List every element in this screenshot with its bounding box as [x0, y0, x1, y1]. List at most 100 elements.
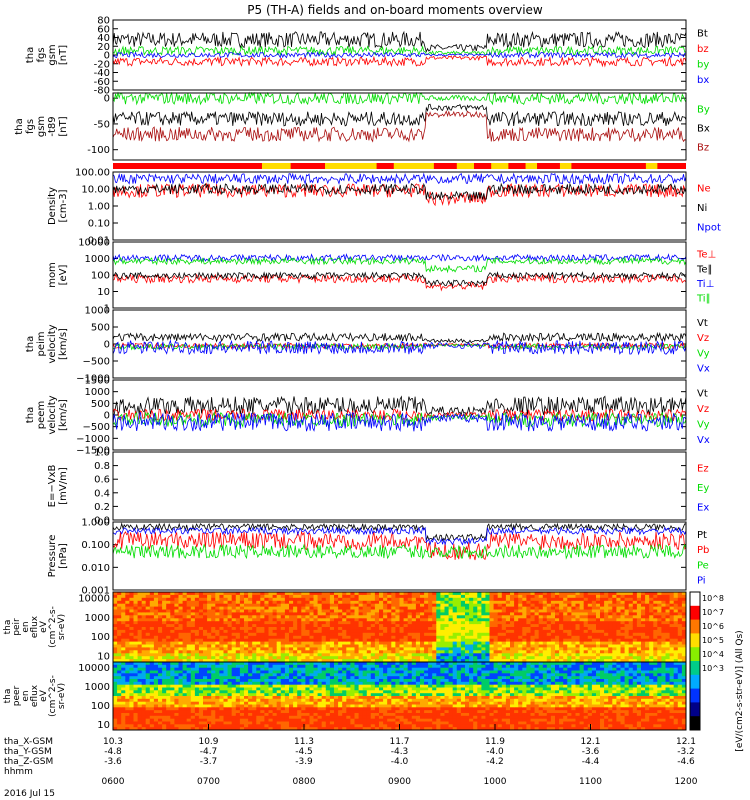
- panel-ylabel: thapeemvelocity[km/s]: [25, 395, 69, 434]
- legend-Npot: Npot: [697, 222, 721, 233]
- panel-peim: thapeimvelocity[km/s] 1000 500 0 −500 −1000 Vt…: [25, 306, 710, 385]
- colorbar-tick: 10^3: [702, 664, 724, 673]
- legend-Vt: Vt: [697, 388, 708, 399]
- series-line-Npot: [112, 172, 687, 186]
- series-line-Vx: [112, 411, 687, 433]
- legend-Vx: Vx: [697, 363, 710, 374]
- panel-pressure: Pressure[nPa] 1.000 0.100 0.010 0.001 Pt Pb Pe P…: [47, 518, 709, 597]
- legend-Ez: Ez: [697, 464, 709, 475]
- colorbar-tick: 10^8: [702, 594, 724, 603]
- panel-ylabel: thafgsgsm[nT]: [25, 44, 69, 65]
- legend-Te⊥: Te⊥: [696, 250, 716, 261]
- y-tick-label: −1000: [76, 434, 110, 445]
- panel-efield: E=−VxB[mV/m] 1.0 0.8 0.6 0.4 0.2 0.0 Ez Ey Ex: [47, 448, 709, 527]
- series-line-Ti∥: [112, 256, 687, 274]
- x-row-label: tha_Y-GSM: [4, 747, 52, 757]
- y-tick-label: 1.00: [88, 202, 110, 213]
- x-tick-time: 0600: [102, 777, 125, 787]
- colorbar-tick: 10^7: [702, 608, 724, 617]
- series-line-Bz: [112, 110, 687, 143]
- series-line-Pb: [112, 530, 687, 561]
- legend-by: by: [697, 60, 709, 71]
- y-tick-label: -60: [94, 77, 110, 88]
- legend-Vy: Vy: [697, 420, 710, 431]
- legend-Vt: Vt: [697, 318, 708, 329]
- panel-ylabel: Density[cm-3]: [47, 187, 69, 225]
- legend-Pt: Pt: [697, 530, 707, 541]
- y-tick-label: 40: [97, 33, 110, 44]
- spectrogram-ylabel: thapeirenefluxeV(cm^2-s-sr-eV): [3, 606, 67, 648]
- series-line-Te∥: [112, 270, 687, 288]
- legend-Vz: Vz: [697, 404, 709, 415]
- panel-ylabel: thafgsgsm-t89[nT]: [14, 116, 69, 137]
- y-tick-label: 10: [97, 652, 110, 663]
- legend-Ey: Ey: [697, 483, 709, 494]
- y-tick-label: 0.010: [81, 563, 110, 574]
- y-tick-label: 1000: [85, 682, 110, 693]
- panel-fgs-t89: thafgsgsm-t89[nT] 0 -50 -100 By Bx Bz: [14, 91, 710, 161]
- legend-Ne: Ne: [697, 184, 711, 195]
- series-line-bx: [112, 51, 687, 59]
- y-tick-label: 10.00: [81, 185, 110, 196]
- x-row-value: 12.1: [580, 737, 600, 747]
- panel-temperature: mom[eV] 10000 1000 100 10 1 Te⊥ Te∥ Ti⊥ Ti∥: [47, 238, 716, 315]
- colorbar-tick: 10^5: [702, 636, 724, 645]
- panels-layer: thafgsgsm[nT]806040200-20-40-60-80Btbzby…: [14, 16, 721, 597]
- y-tick-label: 1: [104, 304, 110, 315]
- y-tick-label: 1500: [85, 376, 110, 387]
- series-line-Vt: [112, 331, 687, 344]
- x-row-value: 10.9: [198, 737, 218, 747]
- series-line-Pt: [112, 522, 687, 542]
- panel-ylabel: Pressure[nPa]: [47, 535, 69, 578]
- y-tick-label: 10000: [78, 238, 110, 249]
- y-tick-label: −500: [83, 422, 110, 433]
- legend-Ex: Ex: [697, 502, 709, 513]
- series-line-Te⊥: [112, 273, 687, 292]
- legend-Ti∥: Ti∥: [696, 294, 711, 305]
- y-tick-label: 1000: [85, 254, 110, 265]
- x-row-value: -4.3: [391, 747, 409, 757]
- series-line-By: [112, 91, 687, 106]
- panel-moments-density: Density[cm-3] 100.00 10.00 1.00 0.10 0.01 Ne Ni…: [47, 168, 721, 247]
- legend-Te∥: Te∥: [696, 264, 713, 275]
- y-tick-label: 60: [97, 24, 110, 35]
- y-tick-label: 20: [97, 42, 110, 53]
- chart-title: P5 (TH-A) fields and on-board moments ov…: [247, 3, 543, 17]
- x-row-label: hhmm: [4, 767, 33, 777]
- y-tick-label: 1000: [85, 387, 110, 398]
- legend-Pe: Pe: [697, 560, 709, 571]
- series-line-Bt: [112, 30, 687, 53]
- y-tick-label: 0: [104, 411, 110, 422]
- y-tick-label: 10: [97, 287, 110, 298]
- x-row-value: -3.2: [677, 747, 695, 757]
- y-tick-label: 0.01: [88, 236, 110, 247]
- legend-bx: bx: [697, 75, 709, 86]
- legend-Bx: Bx: [697, 123, 710, 134]
- series-line-bz: [112, 55, 687, 68]
- y-tick-label: 100: [91, 271, 110, 282]
- y-tick-label: 0.0: [94, 516, 110, 527]
- series-line-Pi: [112, 526, 687, 546]
- colorbar: 10^8 10^7 10^6 10^5 10^4 10^3 [eV/(cm2-s-str-e…: [689, 591, 745, 752]
- spectrogram-peer: 10000 1000 100 10 thapeerenefluxeV(cm^2-s-sr…: [3, 661, 687, 731]
- y-tick-label: 0: [104, 340, 110, 351]
- legend-Pb: Pb: [697, 545, 709, 556]
- x-row-value: 11.9: [485, 737, 505, 747]
- legend-By: By: [697, 104, 710, 115]
- y-tick-label: 1.000: [81, 518, 110, 529]
- x-tick-time: 1000: [484, 777, 507, 787]
- x-row-value: -4.7: [200, 747, 218, 757]
- legend-Bt: Bt: [697, 28, 708, 39]
- legend-Pi: Pi: [697, 575, 706, 586]
- colorbar-tick: 10^6: [702, 622, 724, 631]
- series-line-by: [112, 44, 687, 57]
- y-tick-label: -80: [94, 86, 110, 97]
- y-tick-label: -40: [94, 68, 110, 79]
- y-tick-label: 0.100: [81, 540, 110, 551]
- mode-bar: [113, 163, 686, 169]
- x-row-value: 10.3: [103, 737, 123, 747]
- y-tick-label: 10000: [78, 593, 110, 604]
- y-tick-label: 500: [91, 399, 110, 410]
